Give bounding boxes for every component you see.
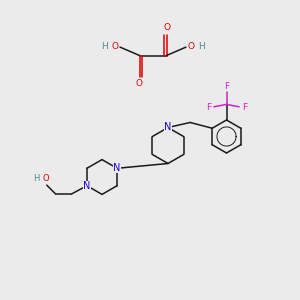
Text: F: F: [224, 82, 229, 91]
Text: N: N: [83, 181, 91, 191]
Text: N: N: [164, 122, 172, 133]
Text: O: O: [188, 42, 195, 51]
Text: O: O: [111, 42, 118, 51]
Text: N: N: [113, 163, 121, 173]
Text: O: O: [43, 174, 50, 183]
Text: H: H: [33, 174, 39, 183]
Text: H: H: [198, 42, 205, 51]
Text: O: O: [163, 22, 170, 32]
Text: O: O: [136, 80, 143, 88]
Text: F: F: [242, 103, 247, 112]
Text: F: F: [206, 103, 211, 112]
Text: H: H: [101, 42, 108, 51]
